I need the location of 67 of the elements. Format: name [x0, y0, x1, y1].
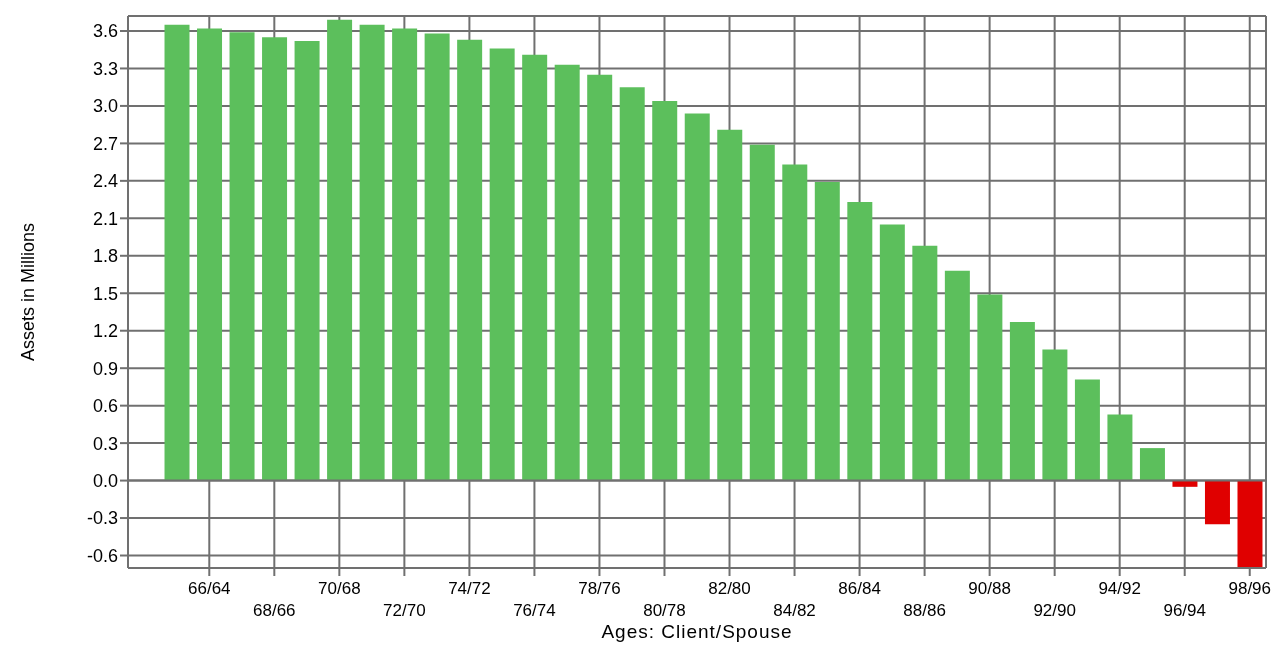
bar	[424, 33, 450, 481]
bar	[782, 164, 808, 481]
y-tick-label: 1.2	[92, 321, 118, 342]
bar	[392, 28, 418, 481]
bar	[294, 40, 320, 481]
y-tick-label: 1.8	[92, 246, 118, 267]
bar	[197, 28, 223, 481]
x-tick-label: 66/64	[188, 579, 231, 598]
bar	[717, 129, 743, 481]
y-tick-label: -0.6	[86, 545, 118, 566]
x-tick-label: 94/92	[1098, 579, 1141, 598]
bar	[749, 144, 775, 481]
y-tick-label: 1.5	[92, 283, 118, 304]
bar	[229, 32, 255, 481]
bar	[587, 74, 613, 481]
bar	[847, 202, 873, 481]
x-tick-label: 76/74	[513, 601, 556, 620]
y-tick-label: -0.3	[86, 508, 118, 529]
y-tick-label: 0.6	[92, 396, 118, 417]
x-tick-label: 78/76	[578, 579, 621, 598]
bar	[1009, 321, 1035, 481]
y-tick-label: 0.0	[92, 470, 118, 491]
bar	[1107, 414, 1133, 481]
x-tick-label: 68/66	[253, 601, 296, 620]
x-tick-label: 98/96	[1228, 579, 1272, 598]
bar	[1074, 379, 1100, 481]
bar	[359, 24, 385, 481]
y-axis-title: Assets in Millions	[18, 222, 39, 362]
y-tick-label: 3.0	[92, 96, 118, 117]
bar	[684, 113, 710, 481]
y-tick-label: 3.3	[92, 58, 118, 79]
bar	[619, 87, 645, 481]
x-tick-label: 90/88	[968, 579, 1011, 598]
y-tick-label: 3.6	[92, 21, 118, 42]
bar	[912, 245, 938, 481]
bar	[977, 294, 1003, 481]
bar	[327, 19, 353, 481]
bar	[1139, 448, 1165, 481]
x-tick-label: 72/70	[383, 601, 426, 620]
bar	[262, 37, 288, 481]
y-tick-label: 0.9	[92, 358, 118, 379]
x-tick-label: 88/86	[903, 601, 946, 620]
y-tick-label: 2.7	[92, 133, 118, 154]
y-tick-label: 0.3	[92, 433, 118, 454]
x-tick-label: 84/82	[773, 601, 816, 620]
bar	[164, 24, 190, 481]
bar	[489, 48, 515, 481]
x-tick-label: 74/72	[448, 579, 491, 598]
bar	[457, 39, 483, 481]
bar	[814, 182, 840, 481]
y-tick-label: 2.1	[92, 208, 118, 229]
bar	[1237, 480, 1263, 568]
x-tick-label: 82/80	[708, 579, 751, 598]
bar	[879, 224, 905, 481]
bar	[1204, 480, 1230, 525]
x-tick-label: 80/78	[643, 601, 686, 620]
x-tick-label: 70/68	[318, 579, 361, 598]
bar	[522, 54, 548, 481]
bar	[652, 100, 678, 481]
y-tick-label: 2.4	[92, 171, 118, 192]
x-tick-label: 96/94	[1163, 601, 1206, 620]
bar	[1042, 349, 1068, 481]
bar	[554, 64, 580, 481]
bar	[944, 270, 970, 481]
x-tick-label: 86/84	[838, 579, 881, 598]
x-axis-title: Ages: Client/Spouse	[601, 621, 793, 642]
x-tick-label: 92/90	[1033, 601, 1076, 620]
